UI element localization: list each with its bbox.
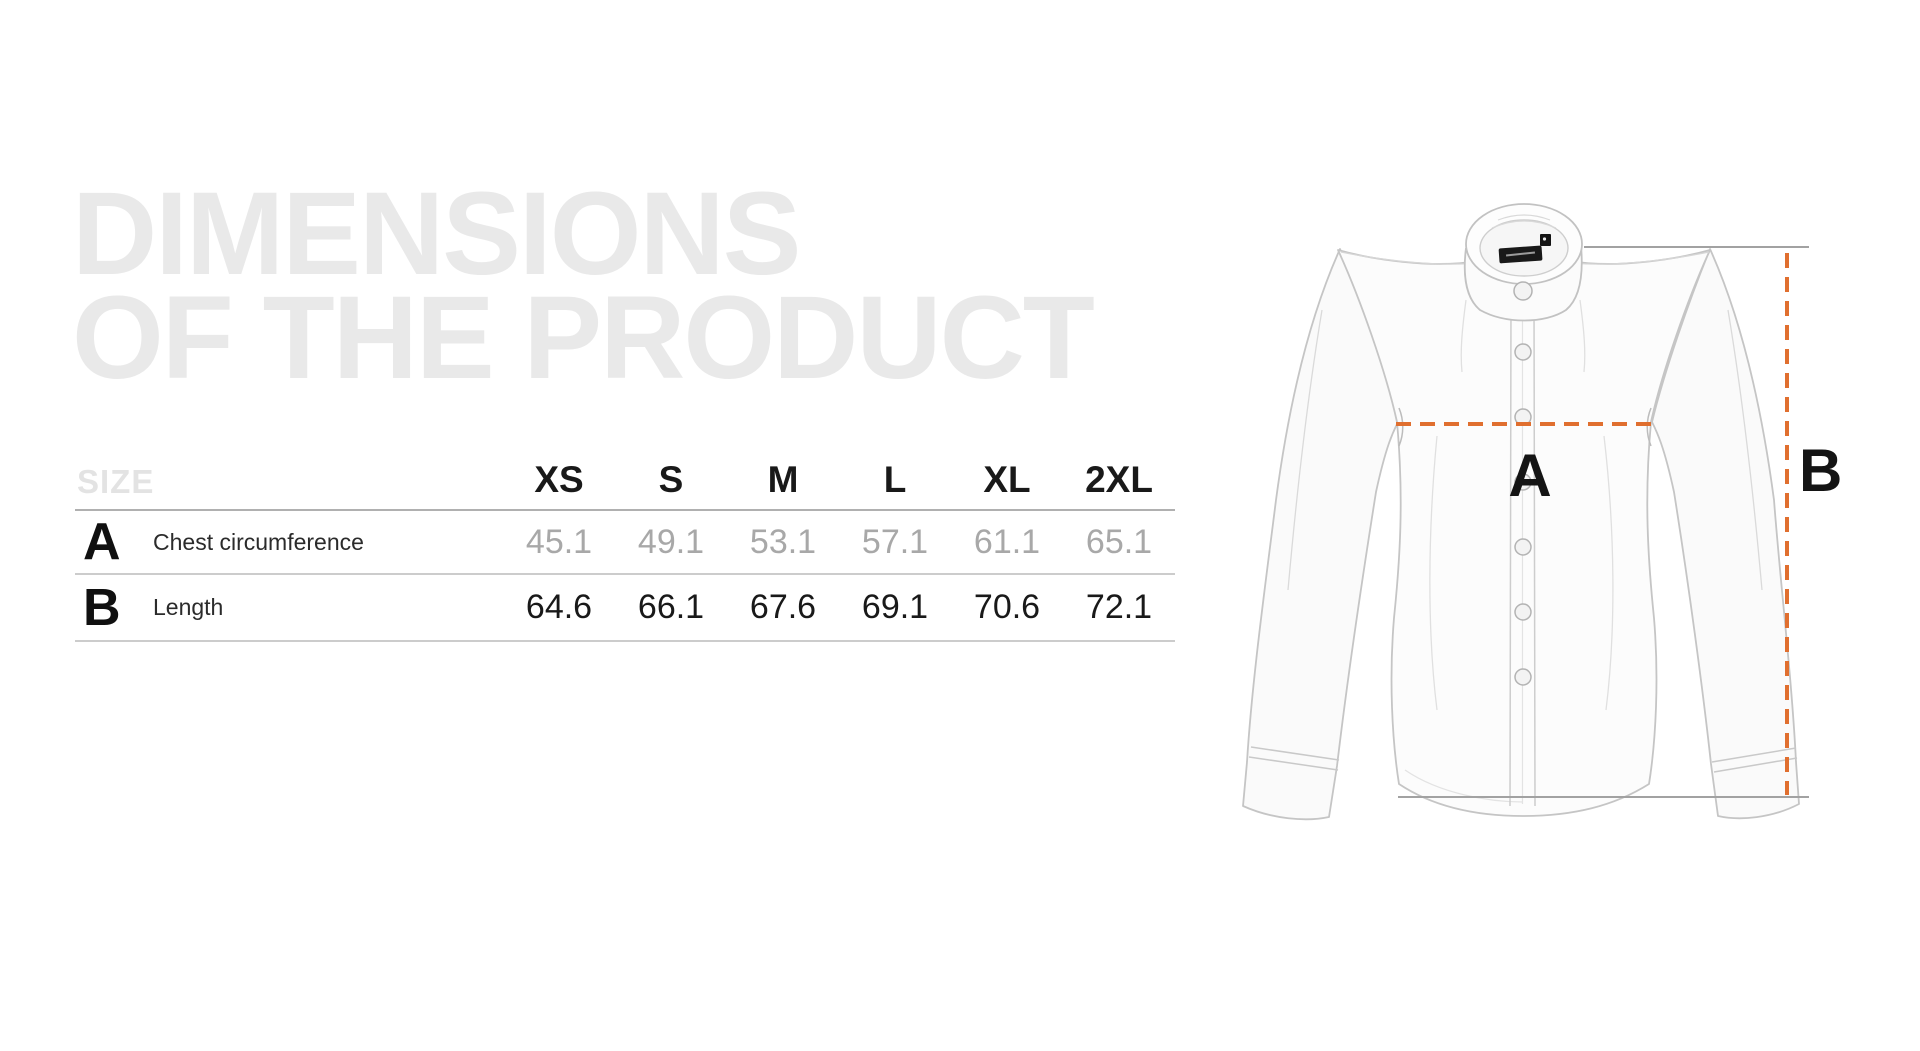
- column-header-l: L: [883, 459, 907, 500]
- chest-value-s: 49.1: [637, 522, 705, 561]
- size-column-title: SIZE: [77, 463, 155, 500]
- length-value-xs: 64.6: [525, 588, 593, 626]
- collar-button: [1513, 281, 1533, 301]
- shirt-body: [1337, 249, 1711, 817]
- row-label-length: Length: [153, 594, 224, 620]
- row-marker-b: B: [83, 578, 121, 637]
- shirt-buttons: [1514, 343, 1532, 686]
- column-header-s: S: [658, 459, 684, 500]
- length-value-2xl: 72.1: [1085, 588, 1153, 626]
- table-row-length: B Length 64.6 66.1 67.6 69.1 70.6 72.1: [75, 575, 1175, 642]
- chest-value-2xl: 65.1: [1085, 522, 1153, 561]
- table-row-chest-circumference: A Chest circumference 45.1 49.1 53.1 57.…: [75, 511, 1175, 575]
- chest-marker-label: A: [1508, 442, 1551, 509]
- chest-value-m: 53.1: [749, 522, 817, 561]
- shirt-collar: [1463, 203, 1583, 322]
- watermark-title: DIMENSIONS OF THE PRODUCT: [72, 168, 1095, 404]
- length-value-l: 69.1: [861, 588, 929, 626]
- left-cuff-seam: [1248, 746, 1340, 771]
- row-label-chest-circumference: Chest circumference: [153, 528, 364, 555]
- shirt-diagram: A B: [1242, 203, 1842, 821]
- size-table-header-row: SIZE XS S M L XL 2XL: [75, 455, 1175, 511]
- watermark-line-2: OF THE PRODUCT: [72, 272, 1095, 404]
- placket-lines: [1509, 299, 1536, 807]
- chest-value-xs: 45.1: [525, 522, 593, 561]
- column-header-m: M: [767, 459, 799, 500]
- brand-label: [1498, 245, 1543, 264]
- right-sleeve: [1651, 248, 1800, 820]
- chest-value-l: 57.1: [861, 522, 929, 561]
- size-table: SIZE XS S M L XL 2XL A Chest circumferen…: [75, 455, 1175, 642]
- collar-tag-dot: [1542, 237, 1547, 241]
- column-header-2xl: 2XL: [1085, 459, 1153, 500]
- column-header-xl: XL: [983, 459, 1031, 500]
- length-marker-label: B: [1799, 437, 1842, 504]
- shirt-sleeves: [1242, 248, 1800, 821]
- column-header-xs: XS: [534, 459, 584, 500]
- length-value-s: 66.1: [637, 588, 705, 626]
- row-marker-a: A: [83, 513, 121, 571]
- chest-value-xl: 61.1: [973, 522, 1041, 561]
- watermark-line-1: DIMENSIONS: [72, 168, 801, 300]
- length-value-xl: 70.6: [973, 588, 1041, 626]
- length-value-m: 67.6: [749, 588, 817, 626]
- right-cuff-seam: [1711, 747, 1798, 773]
- sleeve-fold-lines: [1287, 309, 1763, 591]
